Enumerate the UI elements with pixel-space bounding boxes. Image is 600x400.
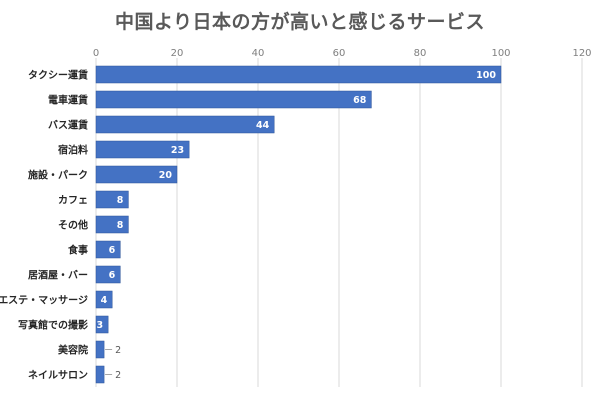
category-label-2: バス運賃	[48, 119, 88, 132]
x-tick-label-0: 0	[93, 48, 99, 59]
category-label-1: 電車運賃	[48, 94, 88, 107]
category-label-3: 宿泊料	[58, 144, 88, 157]
category-label-10: 写真館での撮影	[18, 319, 88, 332]
category-label-11: 美容院	[58, 344, 88, 357]
data-label-7: 6	[109, 245, 116, 256]
category-label-12: ネイルサロン	[28, 370, 88, 382]
x-tick-label-80: 80	[414, 48, 427, 59]
x-tick-label-120: 120	[572, 48, 591, 59]
bar-3	[95, 140, 190, 159]
bar-9	[95, 290, 113, 309]
bar-4	[95, 165, 178, 184]
bar-6	[95, 215, 129, 234]
bar-11	[95, 340, 105, 359]
data-label-9: 4	[101, 295, 108, 306]
data-label-12: 2	[115, 370, 121, 381]
x-tick-label-20: 20	[171, 48, 184, 59]
category-label-0: タクシー運賃	[28, 69, 88, 82]
category-label-4: 施設・パーク	[28, 169, 88, 182]
data-label-10: 3	[97, 320, 104, 331]
bar-2	[95, 115, 275, 134]
category-label-6: その他	[58, 219, 88, 232]
data-label-1: 68	[353, 95, 367, 106]
x-tick-label-100: 100	[491, 48, 510, 59]
data-label-5: 8	[117, 195, 124, 206]
data-label-3: 23	[171, 145, 184, 156]
bar-7	[95, 240, 121, 259]
category-label-9: エステ・マッサージ	[0, 295, 88, 307]
bar-8	[95, 265, 121, 284]
data-label-8: 6	[109, 270, 116, 281]
category-label-8: 居酒屋・バー	[28, 269, 88, 282]
data-label-6: 8	[117, 220, 124, 231]
category-label-5: カフェ	[58, 195, 88, 207]
data-label-2: 44	[256, 120, 270, 131]
category-label-7: 食事	[67, 244, 88, 257]
data-label-11: 2	[115, 345, 121, 356]
data-label-0: 100	[476, 70, 496, 81]
x-tick-label-40: 40	[252, 48, 265, 59]
x-tick-label-60: 60	[333, 48, 346, 59]
data-label-4: 20	[159, 170, 173, 181]
bar-12	[95, 365, 105, 384]
bar-10	[95, 315, 109, 334]
bar-5	[95, 190, 129, 209]
chart-title: 中国より日本の方が高いと感じるサービス	[114, 11, 486, 33]
bar-0	[95, 65, 502, 84]
bar-1	[95, 90, 372, 109]
